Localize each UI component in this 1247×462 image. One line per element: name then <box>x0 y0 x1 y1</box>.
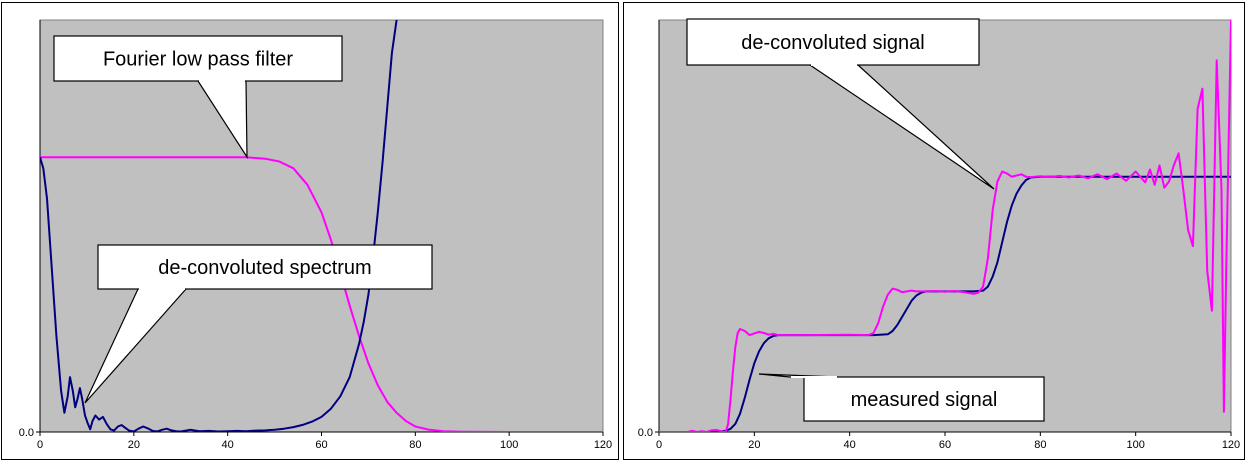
x-tick-label: 80 <box>1034 439 1046 451</box>
callout-box <box>686 18 980 66</box>
magenta-series-line <box>659 20 1231 432</box>
callout-box <box>97 244 433 290</box>
spectrum-chart: 0 20 40 60 80 100 120 0.0 Fourier low pass filte… <box>19 19 612 451</box>
navy-series-line <box>40 20 398 432</box>
callout-text: measured signal <box>851 389 998 411</box>
x-tick-label: 0 <box>656 439 662 451</box>
x-tick-label: 100 <box>500 439 518 451</box>
chart-panel-signal: 0 20 40 60 80 100 120 0.0 de-convoluted signal me… <box>623 2 1245 460</box>
x-tick-label: 60 <box>315 439 327 451</box>
callout-text: de-convoluted spectrum <box>158 257 371 279</box>
signal-chart: 0 20 40 60 80 100 120 0.0 de-convoluted signal me… <box>638 18 1240 451</box>
x-tick-label: 100 <box>1126 439 1144 451</box>
chart-panel-spectrum: 0 20 40 60 80 100 120 0.0 Fourier low pass filte… <box>1 2 619 460</box>
x-tick-label: 60 <box>939 439 951 451</box>
navy-series-line <box>659 175 1231 432</box>
x-tick-label: 20 <box>748 439 760 451</box>
x-tick-label: 80 <box>409 439 421 451</box>
callout-deconvoluted-signal: de-convoluted signal <box>686 18 995 190</box>
x-tick-label: 20 <box>128 439 140 451</box>
callout-fourier-filter: Fourier low pass filter <box>53 35 343 160</box>
callout-measured-signal: measured signal <box>758 373 1045 422</box>
x-tick-label: 120 <box>594 439 612 451</box>
plot-area <box>658 19 1232 433</box>
plot-area <box>39 19 604 433</box>
y-tick-label: 0.0 <box>638 427 653 439</box>
y-tick-label: 0.0 <box>19 427 34 439</box>
x-tick-label: 40 <box>222 439 234 451</box>
x-tick-label: 120 <box>1222 439 1240 451</box>
callout-box <box>53 35 343 82</box>
x-tick-label: 0 <box>37 439 43 451</box>
callout-text: de-convoluted signal <box>741 32 924 54</box>
callout-deconvoluted-spectrum: de-convoluted spectrum <box>84 244 433 404</box>
x-tick-label: 40 <box>844 439 856 451</box>
callout-box <box>803 376 1045 422</box>
callout-text: Fourier low pass filter <box>103 49 293 71</box>
